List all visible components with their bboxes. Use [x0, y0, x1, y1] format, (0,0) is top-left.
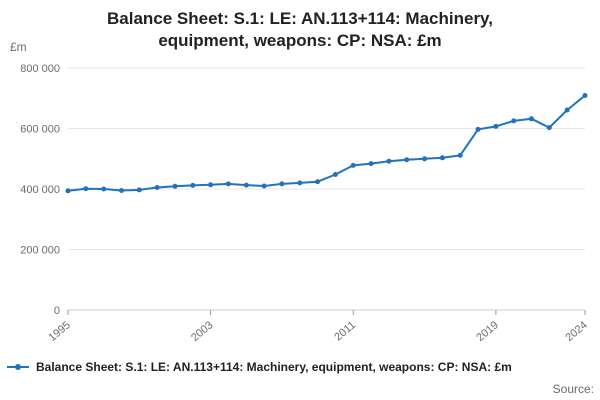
y-tick-label: 800 000	[20, 63, 60, 75]
y-tick-label: 0	[54, 305, 60, 317]
line-chart: 0 200 000 400 000 600 000 800 000 1995 2003 201…	[20, 63, 590, 344]
data-point[interactable]	[332, 172, 338, 177]
data-point[interactable]	[172, 183, 178, 189]
data-point[interactable]	[493, 123, 499, 129]
data-point[interactable]	[564, 107, 570, 113]
x-tick-label: 2011	[332, 319, 358, 343]
data-point[interactable]	[404, 157, 410, 163]
data-point[interactable]	[439, 155, 445, 161]
source-label: Source:	[552, 382, 594, 396]
y-tick-label: 400 000	[20, 184, 60, 196]
data-point[interactable]	[297, 180, 303, 186]
data-point[interactable]	[457, 152, 463, 158]
data-point[interactable]	[65, 188, 71, 194]
data-point[interactable]	[546, 125, 552, 131]
data-point[interactable]	[119, 188, 124, 193]
data-point[interactable]	[154, 185, 160, 190]
y-tick-label: 600 000	[20, 124, 60, 136]
legend-label: Balance Sheet: S.1: LE: AN.113+114: Mach…	[36, 360, 512, 374]
data-point[interactable]	[386, 158, 392, 164]
x-tick-label: 1995	[46, 319, 72, 344]
data-point[interactable]	[101, 186, 107, 192]
data-point[interactable]	[136, 187, 142, 193]
data-point[interactable]	[422, 156, 428, 162]
data-point[interactable]	[350, 162, 356, 168]
data-point[interactable]	[582, 93, 588, 98]
data-point[interactable]	[368, 161, 374, 167]
chart-title: Balance Sheet: S.1: LE: AN.113+114: Mach…	[107, 9, 493, 51]
data-point[interactable]	[475, 126, 481, 132]
x-tick-label: 2019	[474, 319, 500, 344]
data-point[interactable]	[208, 182, 214, 188]
data-point[interactable]	[529, 116, 534, 122]
data-point[interactable]	[511, 118, 517, 124]
y-axis-unit-label: £m	[10, 40, 27, 54]
data-point[interactable]	[243, 182, 249, 188]
series-line[interactable]	[67, 94, 586, 192]
x-tick-label: 2024	[563, 319, 589, 344]
y-tick-label: 200 000	[20, 245, 60, 257]
data-point[interactable]	[315, 179, 321, 185]
data-point[interactable]	[83, 186, 89, 192]
data-point[interactable]	[279, 181, 285, 187]
legend-line-marker	[7, 364, 29, 370]
data-point[interactable]	[225, 181, 231, 187]
data-point[interactable]	[261, 183, 267, 189]
legend[interactable]: Balance Sheet: S.1: LE: AN.113+114: Mach…	[6, 360, 598, 374]
data-point[interactable]	[190, 182, 196, 188]
x-tick-label: 2003	[189, 319, 215, 344]
